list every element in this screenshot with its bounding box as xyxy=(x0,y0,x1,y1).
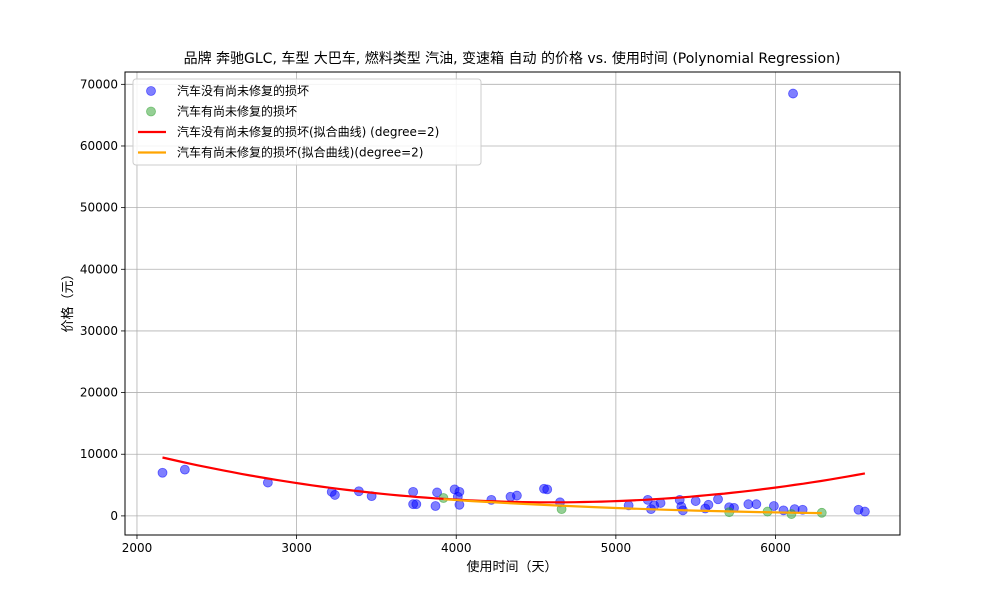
legend-marker xyxy=(146,106,156,117)
x-tick-label: 6000 xyxy=(760,541,791,555)
y-tick-label: 0 xyxy=(110,509,118,523)
data-point xyxy=(432,487,442,498)
y-axis-label: 价格（元） xyxy=(60,267,76,332)
x-tick-label: 2000 xyxy=(122,541,153,555)
data-point xyxy=(511,490,522,501)
x-tick-label: 4000 xyxy=(441,541,472,555)
axes: 2000 3000 4000 5000 600001000020000300004000… xyxy=(80,71,901,555)
y-tick-label: 30000 xyxy=(80,324,118,338)
data-point xyxy=(703,499,714,510)
legend-box xyxy=(132,78,482,166)
x-tick-label: 5000 xyxy=(601,541,632,555)
legend-label: 汽车有尚未修复的损坏 xyxy=(177,104,297,119)
data-point xyxy=(786,509,797,519)
fit-curve-line xyxy=(443,498,822,515)
data-point xyxy=(179,464,190,475)
y-tick-label: 60000 xyxy=(80,139,118,153)
data-point xyxy=(713,494,723,505)
y-tick-label: 50000 xyxy=(80,201,118,215)
data-point xyxy=(690,496,701,506)
legend-label: 汽车没有尚未修复的损坏(拟合曲线) (degree=2) xyxy=(177,124,439,139)
data-point xyxy=(542,484,553,495)
y-tick-label: 20000 xyxy=(80,386,118,400)
legend-label: 汽车没有尚未修复的损坏 xyxy=(177,83,309,98)
data-point xyxy=(751,499,762,510)
plot-frame xyxy=(124,71,901,536)
data-point xyxy=(454,499,465,510)
fit-curve-line xyxy=(162,456,866,504)
data-point xyxy=(430,501,441,511)
legend-marker xyxy=(146,86,156,96)
y-tick-label: 10000 xyxy=(80,447,118,461)
y-tick-label: 40000 xyxy=(80,262,118,276)
data-point xyxy=(330,490,340,500)
data-point xyxy=(411,499,422,510)
data-layer xyxy=(157,88,870,519)
x-tick-label: 3000 xyxy=(281,541,312,555)
data-point xyxy=(859,506,870,517)
data-point xyxy=(768,501,779,511)
legend-label: 汽车有尚未修复的损坏(拟合曲线)(degree=2) xyxy=(177,145,423,160)
x-axis-label: 使用时间（天） xyxy=(466,559,557,575)
data-point xyxy=(788,88,798,99)
chart-title: 品牌 奔驰GLC, 车型 大巴车, 燃料类型 汽油, 变速箱 自动 的价格 vs… xyxy=(184,50,841,67)
y-tick-label: 70000 xyxy=(80,77,118,91)
data-point xyxy=(408,486,419,497)
data-point xyxy=(157,467,168,478)
